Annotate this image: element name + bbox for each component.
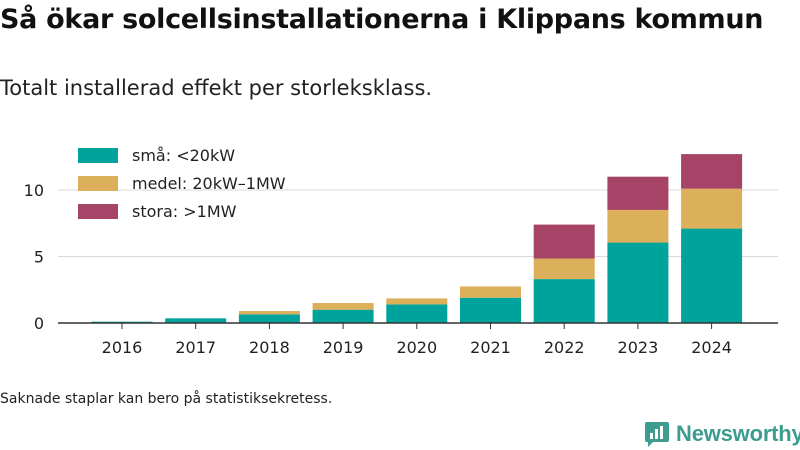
x-tick-label: 2016 <box>102 338 143 357</box>
bar-segment <box>238 314 300 323</box>
x-tick-label: 2021 <box>470 338 511 357</box>
bar-segment <box>460 286 521 298</box>
stacked-bar-chart: 0 5 10 2016 2017 2018 2019 2020 2021 2022 2023 2024… <box>24 146 778 357</box>
bars <box>91 154 743 323</box>
newsworthy-logo-icon <box>645 422 669 447</box>
bar-segment <box>312 309 374 323</box>
bar-segment <box>681 228 743 323</box>
bar-segment <box>460 297 521 323</box>
x-tick-label: 2020 <box>396 338 437 357</box>
x-tick-label: 2019 <box>323 338 364 357</box>
gridlines <box>58 189 778 257</box>
x-tick-label: 2018 <box>249 338 290 357</box>
brand-name: Newsworthy <box>676 421 800 446</box>
bar-segment <box>312 303 374 310</box>
bar-segment <box>533 279 595 323</box>
y-tick-label: 0 <box>34 314 44 333</box>
bar-segment <box>681 154 743 189</box>
legend-label: små: <20kW <box>132 146 235 165</box>
bar-segment <box>533 224 595 259</box>
y-tick-label: 10 <box>24 181 44 200</box>
brand-logo: Newsworthy <box>644 419 800 449</box>
legend: små: <20kW medel: 20kW–1MW stora: >1MW <box>78 146 286 221</box>
bar-segment <box>607 209 669 243</box>
x-tick-label: 2023 <box>618 338 659 357</box>
legend-swatch <box>78 204 118 219</box>
bar-segment <box>386 304 448 323</box>
legend-swatch <box>78 176 118 191</box>
x-tick-label: 2024 <box>691 338 732 357</box>
bar-segment <box>386 298 448 305</box>
legend-swatch <box>78 148 118 163</box>
legend-label: medel: 20kW–1MW <box>132 174 286 193</box>
y-tick-label: 5 <box>34 248 44 267</box>
bar-segment <box>607 176 669 210</box>
x-tick-label: 2017 <box>175 338 216 357</box>
axes: 0 5 10 2016 2017 2018 2019 2020 2021 2022 2023 2024 <box>24 181 778 357</box>
footnote: Saknade staplar kan bero på statistiksek… <box>0 391 333 407</box>
x-tick-label: 2022 <box>544 338 585 357</box>
bar-segment <box>238 311 300 315</box>
legend-label: stora: >1MW <box>132 202 237 221</box>
bar-segment <box>607 242 669 323</box>
bar-segment <box>681 188 743 229</box>
chart-title: Så ökar solcellsinstallationerna i Klipp… <box>0 4 764 35</box>
chart-subtitle: Totalt installerad effekt per storlekskl… <box>0 76 433 100</box>
bar-segment <box>165 318 227 323</box>
bar-segment <box>533 258 595 280</box>
